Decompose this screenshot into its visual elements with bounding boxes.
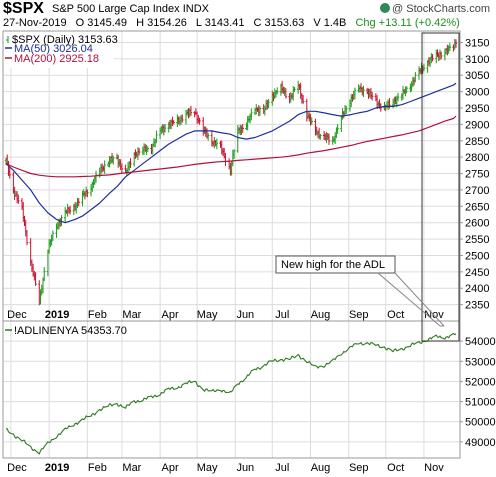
close-value: C 3153.63 <box>253 17 305 29</box>
adl-xtick-label: Jun <box>236 462 254 474</box>
price-xtick-label: 2019 <box>45 309 69 321</box>
price-xtick-label: Dec <box>7 309 27 321</box>
quote-date: 27-Nov-2019 <box>3 17 67 29</box>
price-panel-grid <box>3 31 460 321</box>
price-xtick-label: Feb <box>88 309 107 321</box>
annotation-box <box>275 255 396 274</box>
price-ytick-label: 2750 <box>465 169 489 181</box>
adl-panel-frame <box>2 320 461 459</box>
adl-x-axis: Dec 2019 Feb Mar Apr May Jun Jul Aug Sep Oct Nov <box>7 462 444 474</box>
annotation-pointer-b <box>393 271 445 327</box>
price-xtick-label: May <box>197 309 218 321</box>
symbol-title: $SPX <box>3 0 44 17</box>
ma50-line <box>5 82 457 224</box>
price-xtick-label: Jul <box>275 309 289 321</box>
price-ytick-label: 2850 <box>465 136 489 148</box>
adl-xtick-label: Apr <box>162 462 179 474</box>
adl-ytick-label: 53000 <box>465 356 496 368</box>
adl-panel-grid <box>3 321 460 458</box>
adl-y-axis: 49000 50000 51000 52000 53000 54000 <box>460 336 496 449</box>
price-xtick-label: Oct <box>387 309 404 321</box>
price-ytick-label: 2650 <box>465 201 489 213</box>
annotation-group: New high for the ADL <box>275 32 460 342</box>
legend-price: $SPX (Daily) 3153.63 <box>12 34 118 46</box>
price-ytick-label: 2450 <box>465 267 489 279</box>
price-ytick-label: 2950 <box>465 103 489 115</box>
price-ytick-label: 2700 <box>465 185 489 197</box>
legend-background <box>4 32 114 68</box>
adl-xtick-label: Oct <box>387 462 404 474</box>
open-value: O 3145.49 <box>75 17 128 29</box>
price-bars <box>4 38 458 306</box>
price-panel-series <box>4 38 458 306</box>
adl-legend: !ADLINENYA 54353.70 <box>5 325 127 337</box>
highlight-box <box>421 32 460 342</box>
adl-xtick-label: Jul <box>275 462 289 474</box>
ma200-line <box>5 115 457 178</box>
price-xtick-label: Sep <box>349 309 369 321</box>
adl-xtick-label: May <box>197 462 218 474</box>
adl-line <box>5 332 457 455</box>
adl-xtick-label: Sep <box>349 462 369 474</box>
adl-xtick-label: Aug <box>311 462 331 474</box>
ohlc-row: 27-Nov-2019 O 3145.49 H 3154.26 L 3143.4… <box>3 17 466 29</box>
price-ytick-label: 3050 <box>465 70 489 82</box>
price-ytick-label: 2400 <box>465 283 489 295</box>
price-ytick-label: 3000 <box>465 87 489 99</box>
adl-panel-series <box>5 332 457 455</box>
price-xtick-label: Jun <box>236 309 254 321</box>
price-y-axis: 2350 2400 2450 2500 2550 2600 2650 2700 2750 2800… <box>460 37 489 312</box>
adl-xtick-label: Dec <box>7 462 27 474</box>
exchange-label: INDX <box>182 3 209 15</box>
adl-ytick-label: 54000 <box>465 336 496 348</box>
adl-xtick-label: Feb <box>88 462 107 474</box>
price-ytick-label: 2600 <box>465 218 489 230</box>
legend-adl: !ADLINENYA 54353.70 <box>14 325 127 337</box>
adl-xtick-label: Mar <box>122 462 141 474</box>
stockcharts-credit[interactable]: @ StockCharts.com <box>380 3 490 15</box>
low-value: L 3143.41 <box>195 17 245 29</box>
legend-ma200: MA(200) 2925.18 <box>14 53 99 65</box>
price-xtick-label: Mar <box>122 309 141 321</box>
price-ytick-label: 3100 <box>465 54 489 66</box>
annotation-pointer-a <box>377 272 441 327</box>
adl-ytick-label: 50000 <box>465 417 496 429</box>
index-full-name: S&P 500 Large Cap Index <box>52 3 180 15</box>
adl-ytick-label: 49000 <box>465 437 496 449</box>
volume-value: V 1.4B <box>313 17 347 29</box>
price-ytick-label: 2350 <box>465 300 489 312</box>
change-value: Chg +13.11 (+0.42%) <box>355 17 460 29</box>
price-ytick-label: 2550 <box>465 234 489 246</box>
price-ytick-label: 3150 <box>465 37 489 49</box>
adl-xtick-label: 2019 <box>45 462 69 474</box>
panel-frames <box>2 30 461 459</box>
price-ytick-label: 2500 <box>465 250 489 262</box>
legend-ma50: MA(50) 3026.04 <box>14 43 93 55</box>
adl-xtick-label: Nov <box>424 462 444 474</box>
adl-ytick-label: 52000 <box>465 376 496 388</box>
high-value: H 3154.26 <box>136 17 187 29</box>
price-xtick-label: Aug <box>311 309 331 321</box>
credit-text: @ StockCharts.com <box>392 3 490 15</box>
index-name: S&P 500 Large Cap Index INDX <box>52 3 209 15</box>
stockcharts-logo-icon <box>380 3 391 13</box>
price-ytick-label: 2900 <box>465 119 489 131</box>
price-legend: $SPX (Daily) 3153.63 MA(50) 3026.04 MA(2… <box>4 32 118 68</box>
annotation-text: New high for the ADL <box>281 259 385 271</box>
adl-ytick-label: 51000 <box>465 397 496 409</box>
price-panel-frame <box>2 30 461 322</box>
price-xtick-label: Apr <box>162 309 179 321</box>
price-ytick-label: 2800 <box>465 152 489 164</box>
